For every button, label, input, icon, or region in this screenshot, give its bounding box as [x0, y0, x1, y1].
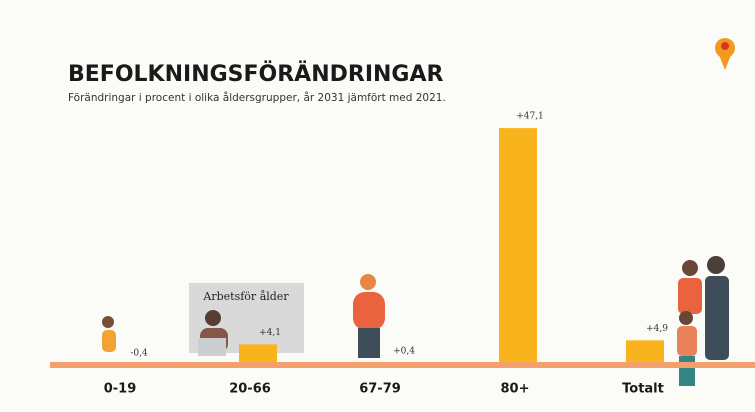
value-label: +4,9	[646, 324, 668, 334]
chart-subtitle: Förändringar i procent i olika åldersgru…	[68, 91, 446, 104]
value-label: -0,4	[130, 349, 148, 359]
illustrations	[102, 256, 729, 386]
annotation: Arbetsför ålder	[202, 290, 289, 303]
chart-title: BEFOLKNINGSFÖRÄNDRINGAR	[68, 61, 443, 87]
value-label: +4,1	[259, 328, 281, 338]
x-tick-label: 80+	[501, 382, 530, 397]
value-label: +0,4	[393, 346, 415, 356]
x-tick-label: Totalt	[622, 382, 664, 397]
value-label: +47,1	[516, 112, 544, 122]
bar	[239, 344, 277, 365]
x-tick-label: 0-19	[104, 382, 137, 397]
bar	[626, 340, 664, 365]
x-tick-label: 67-79	[359, 382, 401, 397]
logo	[715, 38, 735, 70]
bar	[499, 128, 537, 365]
x-tick-label: 20-66	[229, 382, 271, 397]
